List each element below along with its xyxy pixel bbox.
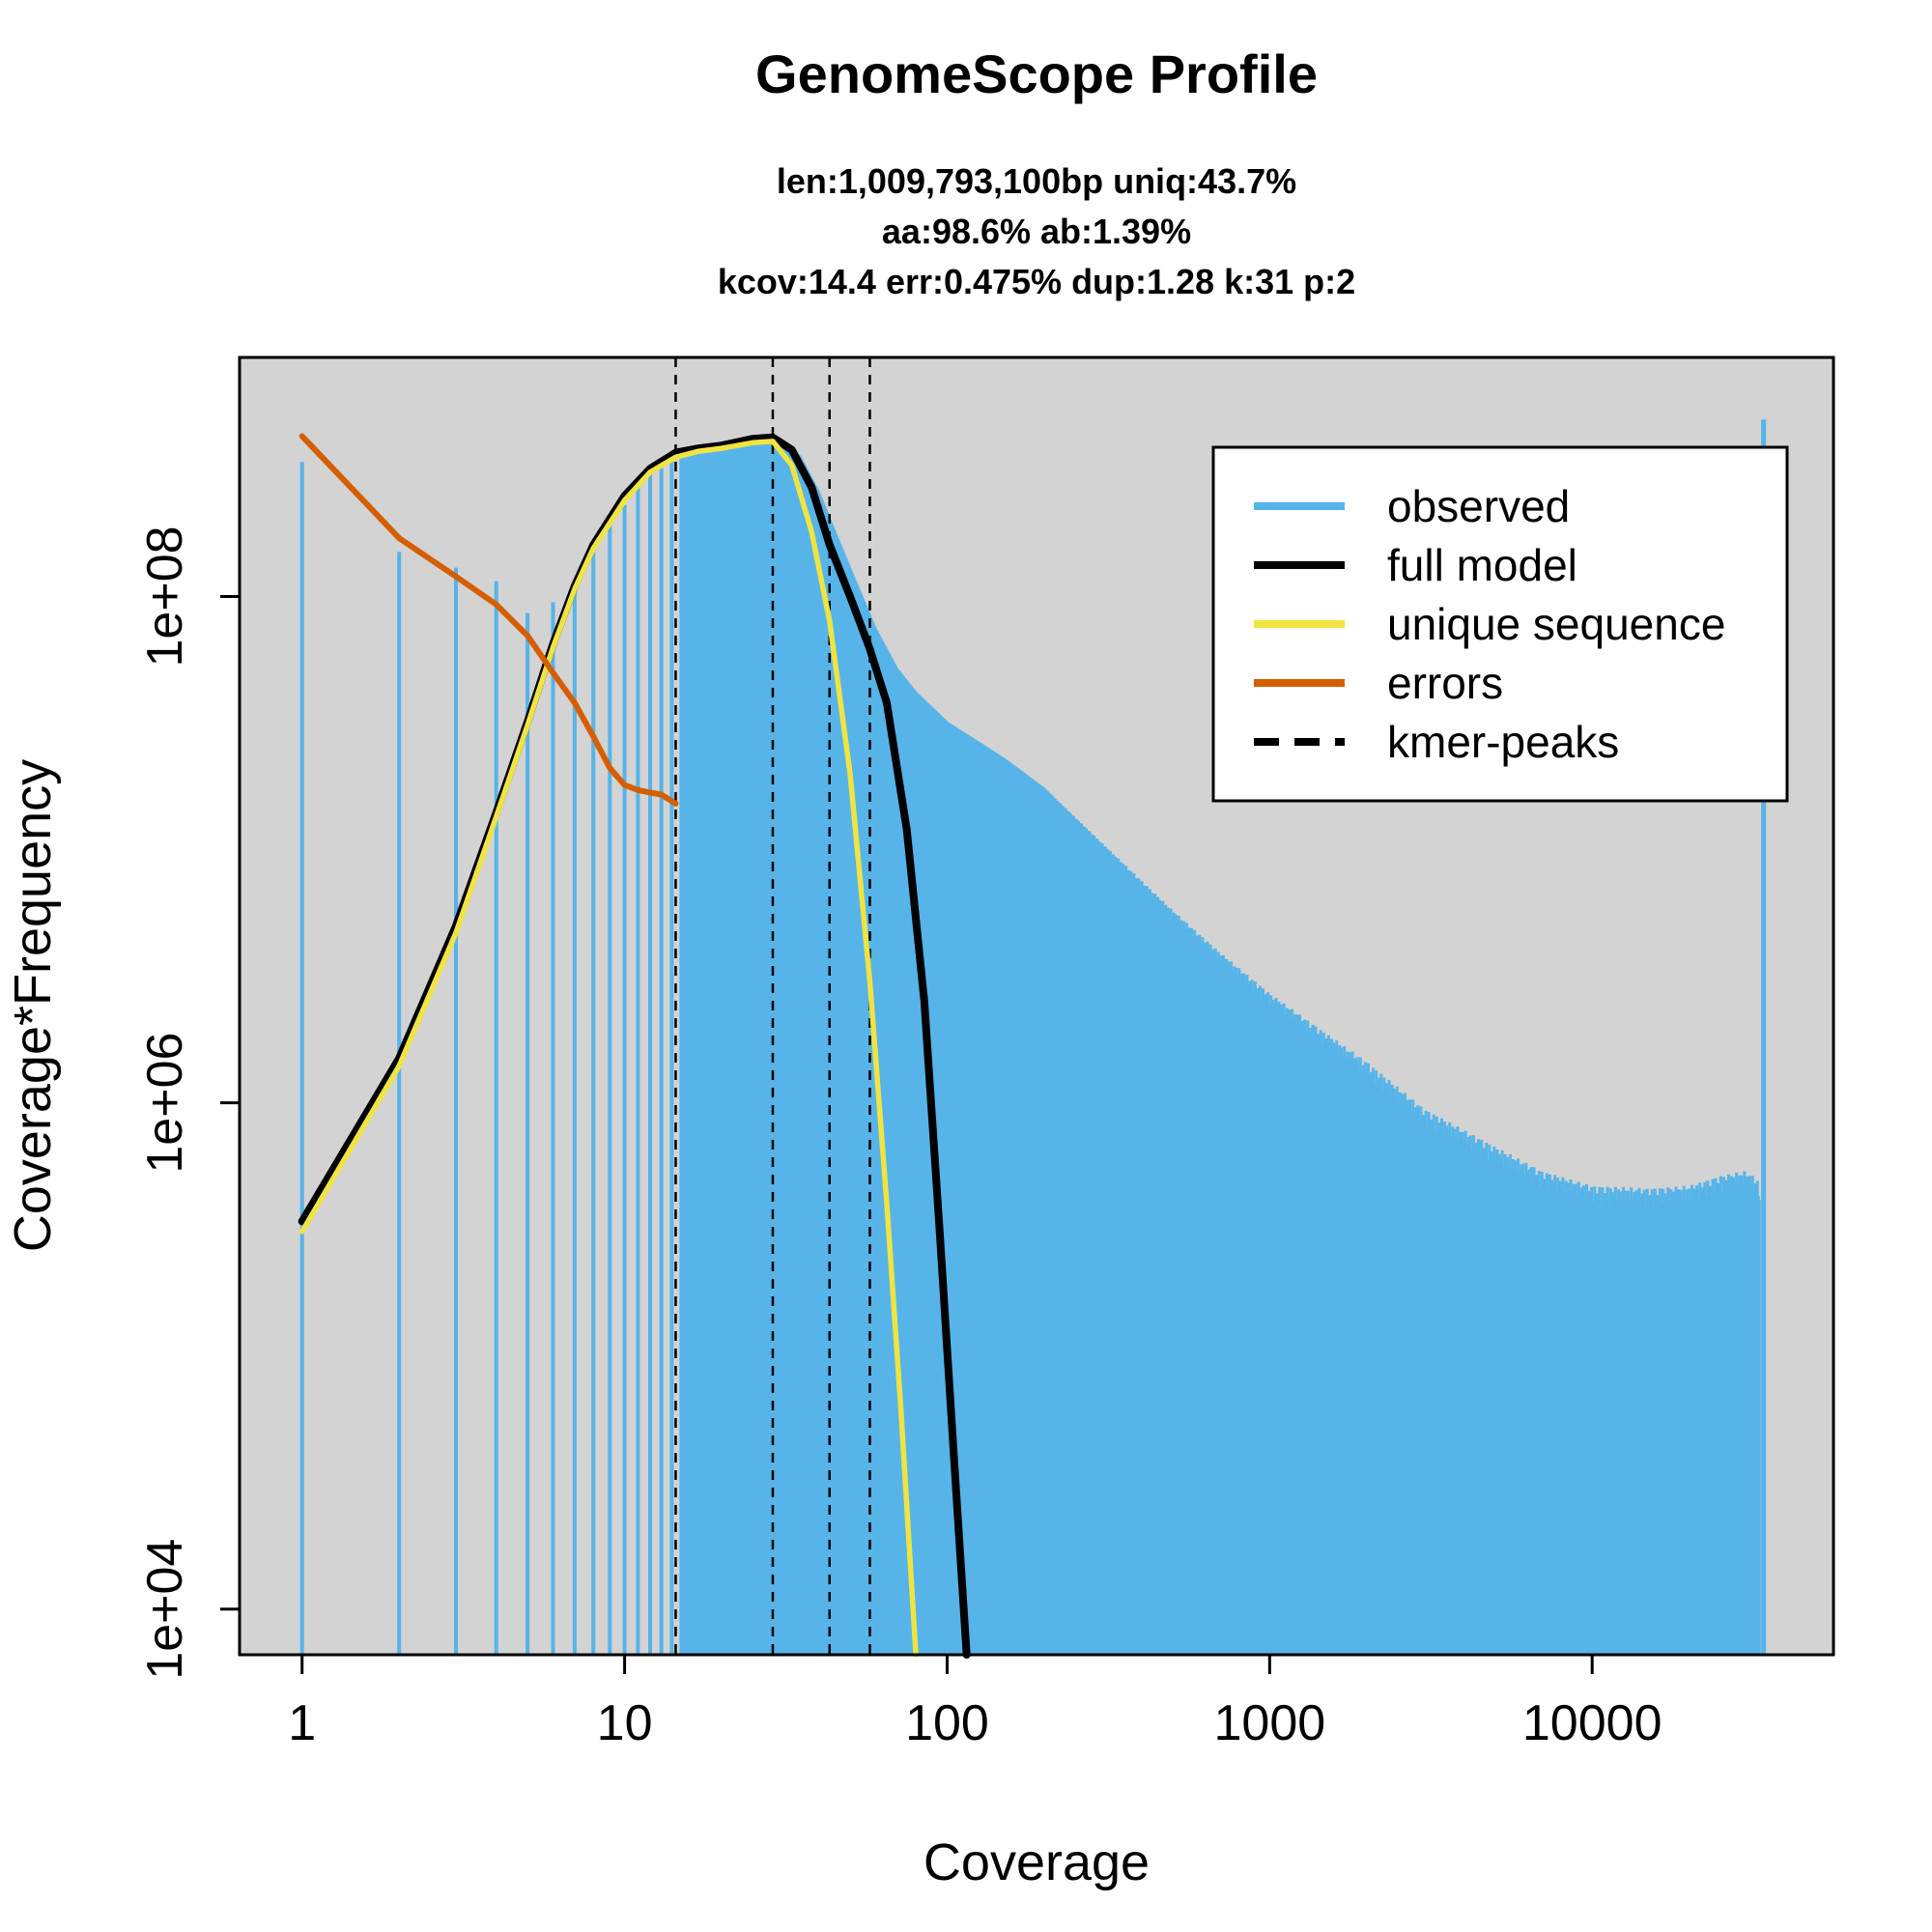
- legend: observed full model unique sequence errors k…: [1211, 445, 1789, 803]
- legend-label: unique sequence: [1387, 599, 1725, 649]
- model-lines: [298, 433, 971, 1659]
- y-axis: 1e+04 1e+06 1e+08: [137, 526, 242, 1680]
- errors-line: [298, 433, 679, 807]
- x-tick-label: 10: [597, 1695, 653, 1751]
- x-tick-label: 1000: [1213, 1695, 1325, 1751]
- y-tick-label: 1e+08: [137, 526, 193, 667]
- x-axis: 1 10 100 1000 10000: [288, 1653, 1662, 1751]
- x-tick-label: 10000: [1522, 1695, 1662, 1751]
- y-axis-label: Coverage*Frequency: [4, 759, 62, 1252]
- legend-label: observed: [1387, 481, 1570, 531]
- x-tick-label: 1: [288, 1695, 316, 1751]
- chart-subtitle-line-2: aa:98.6% ab:1.39%: [882, 212, 1191, 251]
- legend-label: full model: [1387, 540, 1577, 590]
- observed-histogram: [299, 419, 1767, 1655]
- chart-subtitle-line-1: len:1,009,793,100bp uniq:43.7%: [777, 161, 1296, 201]
- chart-subtitle-line-3: kcov:14.4 err:0.475% dup:1.28 k:31 p:2: [718, 262, 1355, 301]
- y-tick-label: 1e+04: [137, 1539, 193, 1680]
- legend-label: errors: [1387, 658, 1503, 708]
- y-tick-label: 1e+06: [137, 1033, 193, 1174]
- unique-sequence-line: [298, 439, 919, 1658]
- legend-label: kmer-peaks: [1387, 717, 1619, 767]
- x-tick-label: 100: [905, 1695, 989, 1751]
- x-axis-label: Coverage: [923, 1833, 1150, 1891]
- chart-title: GenomeScope Profile: [755, 43, 1318, 104]
